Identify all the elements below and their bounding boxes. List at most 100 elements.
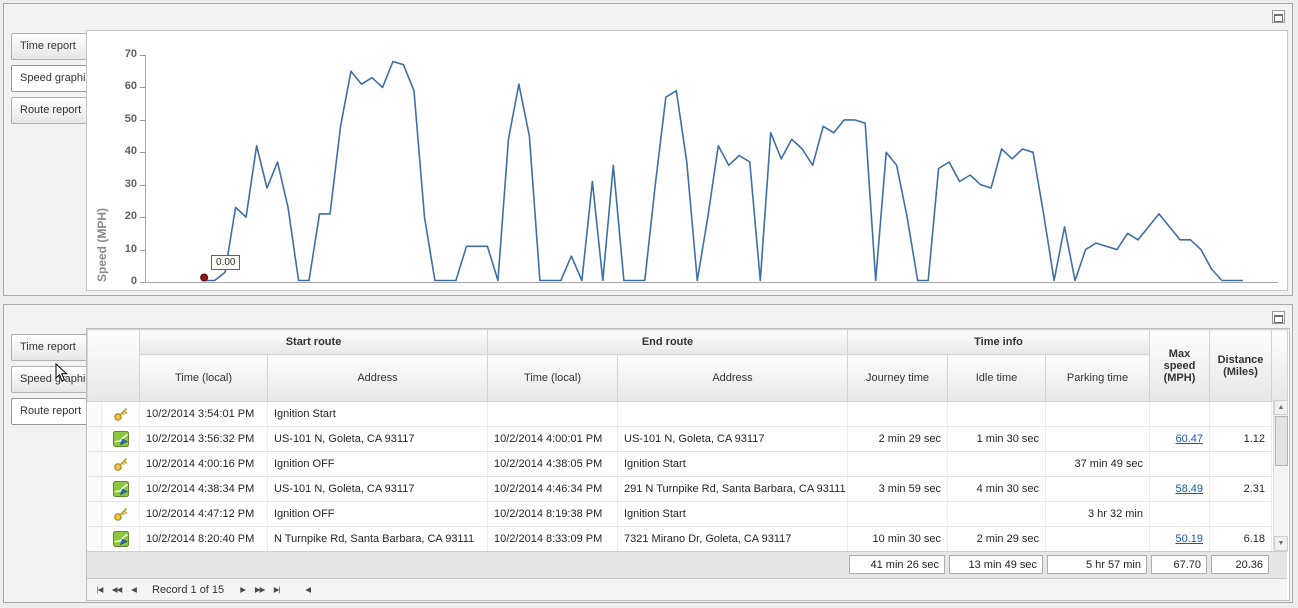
cell xyxy=(87,401,102,427)
cell-start-address: N Turnpike Rd, Santa Barbara, CA 93111 xyxy=(267,526,488,552)
cell-parking-time xyxy=(1045,401,1150,427)
column-header-max-speed[interactable]: Max speed (MPH) xyxy=(1149,329,1210,402)
nav-first-button[interactable]: |◀ xyxy=(91,582,108,598)
tab-time-report[interactable]: Time report xyxy=(11,33,95,60)
table-row[interactable]: 10/2/2014 3:54:01 PM Ignition Start xyxy=(87,401,1288,427)
table-row[interactable]: 10/2/2014 4:38:34 PM US-101 N, Goleta, CA… xyxy=(87,476,1288,502)
cell xyxy=(87,426,102,452)
cell-start-time: 10/2/2014 3:54:01 PM xyxy=(139,401,268,427)
summary-row: 41 min 26 sec 13 min 49 sec 5 hr 57 min 67.… xyxy=(87,551,1287,579)
scroll-down-icon[interactable]: ▼ xyxy=(1274,536,1288,551)
cell-parking-time: 3 hr 32 min xyxy=(1045,501,1150,527)
tab-speed-graphic[interactable]: Speed graphic xyxy=(11,366,95,393)
speed-graphic-panel: Time report Speed graphic Route report Spe… xyxy=(3,3,1293,296)
record-navigator: |◀ ◀◀ ◀ Record 1 of 15 ▶ ▶▶ ▶| ◀ xyxy=(87,578,1287,600)
column-header-start-address[interactable]: Address xyxy=(267,354,488,402)
group-header-time-info[interactable]: Time info xyxy=(847,329,1150,355)
panel-collapse-button[interactable] xyxy=(1272,311,1285,324)
speed-line-series xyxy=(200,60,1243,282)
y-tick-label: 50 xyxy=(124,112,137,125)
cell-distance: 2.31 xyxy=(1209,476,1272,502)
summary-journey-time: 41 min 26 sec xyxy=(849,555,945,574)
column-header-distance[interactable]: Distance (Miles) xyxy=(1209,329,1272,402)
key-icon-cell xyxy=(101,401,140,427)
nav-next-page-button[interactable]: ▶▶ xyxy=(251,582,268,598)
max-speed-link[interactable]: 60.47 xyxy=(1175,433,1203,445)
cell-max-speed xyxy=(1149,451,1210,477)
hscroll-left-button[interactable]: ◀ xyxy=(299,582,316,598)
summary-parking-time: 5 hr 57 min xyxy=(1047,555,1147,574)
cell xyxy=(87,476,102,502)
cell-end-address: 7321 Mirano Dr, Goleta, CA 93117 xyxy=(617,526,848,552)
route-icon xyxy=(112,531,129,547)
cell-start-time: 10/2/2014 4:38:34 PM xyxy=(139,476,268,502)
group-header-end-route[interactable]: End route xyxy=(487,329,848,355)
max-speed-link[interactable]: 50.19 xyxy=(1175,533,1203,545)
cell-max-speed: 50.19 xyxy=(1149,526,1210,552)
column-header-journey-time[interactable]: Journey time xyxy=(847,354,948,402)
nav-next-button[interactable]: ▶ xyxy=(234,582,251,598)
y-tick-mark xyxy=(140,282,145,283)
route-grid: Start route End route Time info Max spee… xyxy=(86,328,1290,601)
nav-left-buttons: |◀ ◀◀ ◀ xyxy=(91,582,142,598)
route-icon xyxy=(112,481,129,497)
column-header-end-time[interactable]: Time (local) xyxy=(487,354,618,402)
plot-area xyxy=(145,55,1278,283)
y-tick-label: 60 xyxy=(124,80,137,93)
tab-speed-graphic[interactable]: Speed graphic xyxy=(11,65,95,92)
nav-last-button[interactable]: ▶| xyxy=(268,582,285,598)
key-icon-cell xyxy=(101,501,140,527)
column-header-start-time[interactable]: Time (local) xyxy=(139,354,268,402)
y-tick-label: 30 xyxy=(124,177,137,190)
cell-start-time: 10/2/2014 4:47:12 PM xyxy=(139,501,268,527)
y-tick-mark xyxy=(140,87,145,89)
speed-chart: Speed (MPH) 0 10 20 30 40 50 60 70 0.00 xyxy=(86,30,1288,291)
column-header-parking-time[interactable]: Parking time xyxy=(1045,354,1150,402)
table-row[interactable]: 10/2/2014 8:20:40 PM N Turnpike Rd, Santa… xyxy=(87,526,1288,552)
cell-start-time: 10/2/2014 4:00:16 PM xyxy=(139,451,268,477)
tab-route-report[interactable]: Route report xyxy=(11,398,95,425)
mouse-cursor xyxy=(55,363,68,382)
cell-journey-time: 2 min 29 sec xyxy=(847,426,948,452)
table-row[interactable]: 10/2/2014 3:56:32 PM US-101 N, Goleta, CA… xyxy=(87,426,1288,452)
cell-distance: 6.18 xyxy=(1209,526,1272,552)
scroll-up-icon[interactable]: ▲ xyxy=(1274,400,1288,415)
panel-collapse-button[interactable] xyxy=(1272,10,1285,23)
y-tick-label: 40 xyxy=(124,145,137,158)
column-header-idle-time[interactable]: Idle time xyxy=(947,354,1046,402)
route-icon-cell xyxy=(101,476,140,502)
cell-distance xyxy=(1209,501,1272,527)
route-icon-cell xyxy=(101,426,140,452)
cell-end-time xyxy=(487,401,618,427)
y-tick-mark xyxy=(140,217,145,219)
scrollbar-thumb[interactable] xyxy=(1275,416,1288,466)
column-header-end-address[interactable]: Address xyxy=(617,354,848,402)
header-filler xyxy=(1271,329,1288,402)
cell-idle-time: 4 min 30 sec xyxy=(947,476,1046,502)
table-row[interactable]: 10/2/2014 4:00:16 PM Ignition OFF 10/2/201… xyxy=(87,451,1288,477)
y-tick-label: 70 xyxy=(124,48,137,60)
route-report-panel: Time report Speed graphic Route report Sta… xyxy=(3,304,1293,603)
route-icon-cell xyxy=(101,526,140,552)
table-row[interactable]: 10/2/2014 4:47:12 PM Ignition OFF 10/2/201… xyxy=(87,501,1288,527)
vertical-scrollbar[interactable]: ▲ ▼ xyxy=(1273,400,1288,551)
cell-idle-time xyxy=(947,501,1046,527)
cell-end-address xyxy=(617,401,848,427)
key-icon-cell xyxy=(101,451,140,477)
corner-header xyxy=(87,329,140,402)
tab-route-report[interactable]: Route report xyxy=(11,97,95,124)
nav-prev-button[interactable]: ◀ xyxy=(125,582,142,598)
group-header-start-route[interactable]: Start route xyxy=(139,329,488,355)
max-speed-link[interactable]: 58.49 xyxy=(1175,483,1203,495)
tab-time-report[interactable]: Time report xyxy=(11,334,95,361)
cell-end-address: 291 N Turnpike Rd, Santa Barbara, CA 931… xyxy=(617,476,848,502)
cell-start-address: Ignition Start xyxy=(267,401,488,427)
cell xyxy=(87,526,102,552)
summary-idle-time: 13 min 49 sec xyxy=(949,555,1043,574)
route-icon xyxy=(112,431,129,447)
cell-end-time: 10/2/2014 4:46:34 PM xyxy=(487,476,618,502)
key-icon xyxy=(113,457,127,471)
cell-parking-time: 37 min 49 sec xyxy=(1045,451,1150,477)
y-tick-mark xyxy=(140,152,145,154)
nav-prev-page-button[interactable]: ◀◀ xyxy=(108,582,125,598)
